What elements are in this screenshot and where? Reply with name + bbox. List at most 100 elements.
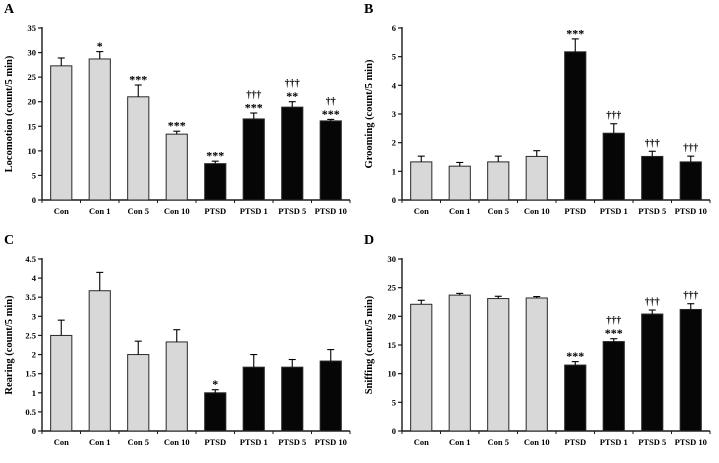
bar-Con 10 [165, 341, 188, 432]
x-category-label: PTSD 10 [675, 206, 707, 216]
x-category-label: Con 1 [89, 437, 111, 447]
bar-PTSD 1 [602, 341, 625, 432]
bar-PTSD 5 [641, 155, 664, 201]
dagger-annotation: ††† [285, 79, 300, 90]
asterisk-annotation: *** [168, 119, 186, 133]
bar-Con 1 [88, 58, 111, 201]
bar-PTSD 10 [319, 120, 342, 201]
asterisk-annotation: * [97, 39, 103, 53]
y-tick-label: 0 [392, 426, 396, 436]
y-axis-title: Grooming (count/5 min) [364, 59, 375, 168]
y-tick-label: 0 [32, 195, 36, 205]
x-category-label: PTSD 1 [240, 437, 268, 447]
bar-Con 5 [127, 354, 150, 432]
bar-PTSD 5 [281, 366, 304, 432]
x-category-label: Con 1 [449, 206, 471, 216]
locomotion-bar-chart: 0 5 10 15 20 25 30 35 Locomotion (count/5 min) Co… [4, 23, 351, 216]
asterisk-annotation: *** [206, 149, 224, 163]
dagger-annotation: ††† [645, 138, 660, 149]
y-tick-label: 10 [28, 146, 37, 156]
y-tick-label: 0 [32, 426, 36, 436]
x-category-label: PTSD 1 [240, 206, 268, 216]
asterisk-annotation: *** [566, 26, 584, 40]
x-category-label: Con 10 [164, 206, 190, 216]
asterisk-annotation: *** [322, 107, 340, 121]
bar-Con 10 [525, 297, 548, 432]
x-category-label: Con [54, 437, 69, 447]
y-tick-label: 2 [32, 350, 36, 360]
x-category-label: PTSD 1 [600, 437, 628, 447]
dagger-annotation: ††† [645, 297, 660, 308]
y-tick-label: 25 [388, 283, 397, 293]
y-tick-label: 4.5 [25, 254, 36, 264]
dagger-annotation: ††† [246, 90, 261, 101]
x-category-label: Con 5 [128, 206, 150, 216]
bar-Con 1 [448, 294, 471, 432]
x-category-label: Con [54, 206, 69, 216]
x-category-label: PTSD 5 [638, 437, 666, 447]
dagger-annotation: ††† [683, 143, 698, 154]
dagger-annotation: †† [326, 96, 336, 107]
asterisk-annotation: *** [245, 101, 263, 115]
asterisk-annotation: * [212, 377, 218, 391]
bar-PTSD 10 [319, 360, 342, 432]
bar-Con 5 [127, 96, 150, 201]
y-tick-label: 30 [388, 254, 397, 264]
y-tick-label: 4 [392, 80, 397, 90]
y-tick-label: 1.5 [25, 369, 36, 379]
bar-PTSD 5 [281, 106, 304, 201]
y-tick-label: 30 [28, 48, 37, 58]
x-category-label: Con [414, 206, 429, 216]
x-category-label: PTSD 10 [315, 437, 347, 447]
panel-letter-d: D [364, 233, 375, 248]
bar-PTSD 1 [602, 132, 625, 201]
grooming-bar-chart: 0 1 2 3 4 5 6 Grooming (count/5 min) Con Con 1 Con… [364, 23, 711, 216]
y-tick-label: 35 [28, 23, 37, 33]
asterisk-annotation: *** [129, 73, 147, 87]
x-category-label: Con 1 [449, 437, 471, 447]
y-axis-title: Rearing (count/5 min) [4, 295, 15, 395]
x-category-label: PTSD 10 [315, 206, 347, 216]
bar-Con 1 [448, 165, 471, 201]
panel-sniffing: D 0 5 10 15 20 25 30 Sniffing (count/5 min) Con C… [360, 231, 719, 463]
y-tick-label: 3 [392, 109, 396, 119]
y-tick-label: 20 [28, 97, 37, 107]
y-axis-title: Locomotion (count/5 min) [4, 55, 15, 172]
bar-PTSD 5 [641, 313, 664, 432]
bar-Con [50, 65, 73, 201]
sniffing-bar-chart: 0 5 10 15 20 25 30 Sniffing (count/5 min) Con Con… [364, 254, 711, 447]
rearing-bar-chart: 0 0.5 1 1.5 2 2.5 3 3.5 4 4.5 Rearing (count/5 min… [4, 254, 351, 447]
x-category-label: Con 5 [128, 437, 150, 447]
bar-Con 10 [165, 133, 188, 201]
x-category-label: Con 5 [488, 437, 510, 447]
asterisk-annotation: ** [286, 89, 298, 103]
panel-locomotion: A 0 5 10 15 20 25 30 35 Locomotion (count/5 min)… [0, 0, 360, 231]
y-tick-label: 25 [28, 72, 37, 82]
x-category-label: PTSD 1 [600, 206, 628, 216]
y-tick-label: 2 [392, 138, 396, 148]
y-tick-label: 5 [392, 397, 396, 407]
bar-Con [50, 334, 73, 432]
y-tick-label: 15 [28, 121, 37, 131]
bar-Con [410, 303, 433, 432]
x-category-label: PTSD [564, 437, 586, 447]
x-category-label: PTSD [204, 206, 226, 216]
y-tick-label: 5 [392, 52, 396, 62]
bar-PTSD [204, 392, 227, 432]
bar-Con 5 [487, 298, 510, 432]
y-axis-title: Sniffing (count/5 min) [364, 295, 375, 394]
bar-Con 1 [88, 290, 111, 432]
y-tick-label: 3.5 [25, 292, 36, 302]
y-tick-label: 4 [32, 273, 37, 283]
y-tick-label: 15 [388, 340, 397, 350]
asterisk-annotation: *** [605, 326, 623, 340]
bar-PTSD 1 [242, 366, 265, 432]
y-tick-label: 2.5 [25, 330, 36, 340]
dagger-annotation: ††† [606, 316, 621, 327]
x-category-label: Con 10 [164, 437, 190, 447]
dagger-annotation: ††† [683, 291, 698, 302]
bar-Con 10 [525, 155, 548, 201]
panel-rearing: C 0 0.5 1 1.5 2 2.5 3 3.5 4 4.5 Rearing (count/5 m… [0, 231, 360, 463]
x-category-label: PTSD 5 [278, 206, 306, 216]
